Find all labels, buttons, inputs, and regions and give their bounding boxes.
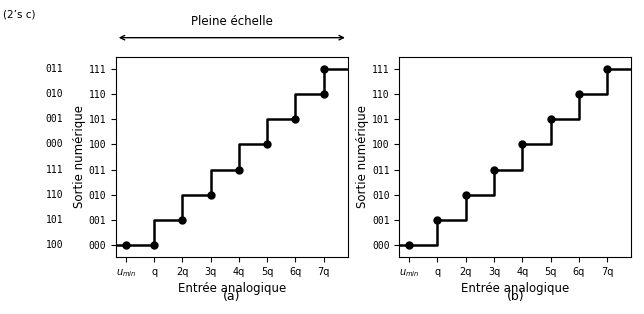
Text: 001: 001 bbox=[46, 114, 63, 124]
Text: 011: 011 bbox=[46, 64, 63, 74]
Text: 010: 010 bbox=[46, 89, 63, 99]
Text: (2’s c): (2’s c) bbox=[3, 9, 35, 19]
X-axis label: Entrée analogique: Entrée analogique bbox=[178, 282, 286, 295]
Text: (b): (b) bbox=[506, 290, 524, 303]
Y-axis label: Sortie numérique: Sortie numérique bbox=[356, 106, 369, 208]
Text: 101: 101 bbox=[46, 215, 63, 225]
Text: 110: 110 bbox=[46, 190, 63, 200]
Y-axis label: Sortie numérique: Sortie numérique bbox=[73, 106, 86, 208]
Text: Pleine échelle: Pleine échelle bbox=[191, 15, 273, 28]
X-axis label: Entrée analogique: Entrée analogique bbox=[461, 282, 569, 295]
Text: (a): (a) bbox=[223, 290, 241, 303]
Text: 100: 100 bbox=[46, 240, 63, 250]
Text: 111: 111 bbox=[46, 165, 63, 175]
Text: 000: 000 bbox=[46, 139, 63, 149]
